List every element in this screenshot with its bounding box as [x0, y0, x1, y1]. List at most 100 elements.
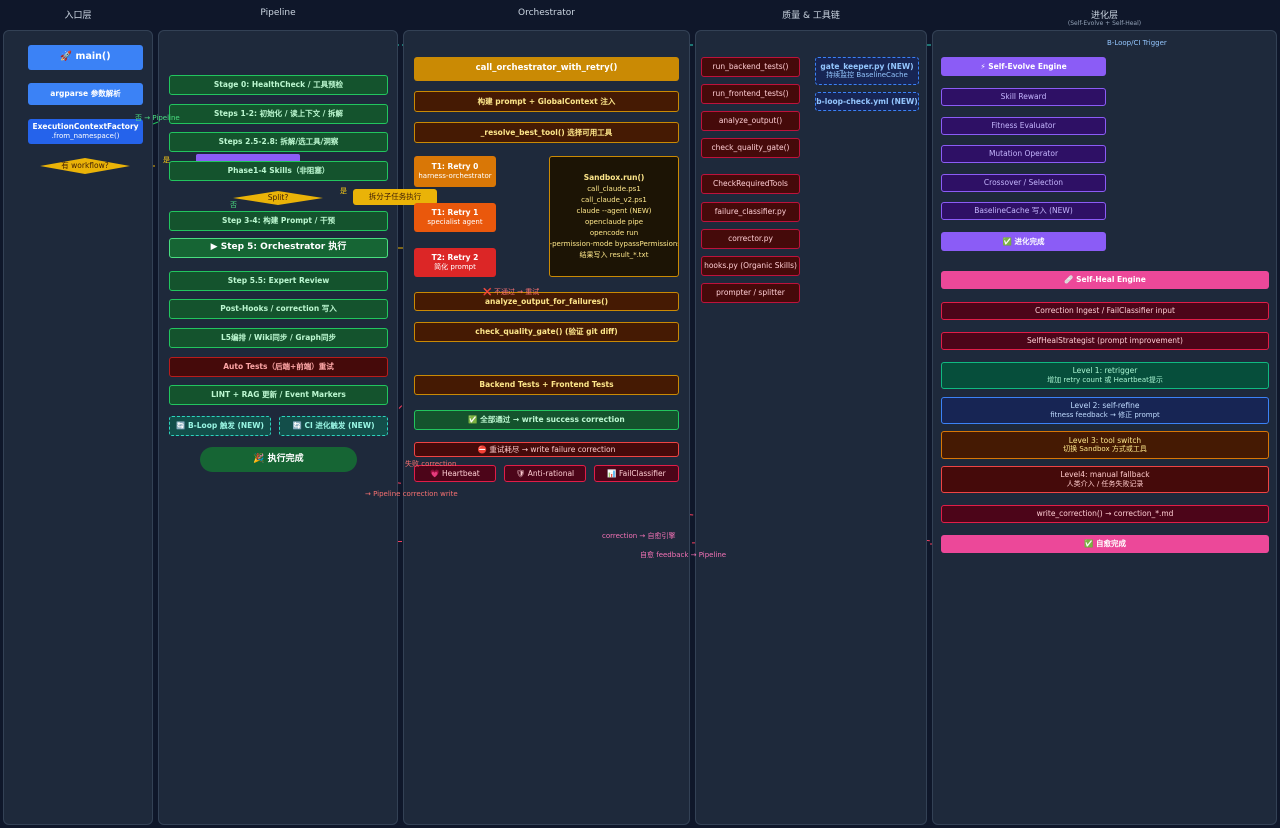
node-label: Step 5.5: Expert Review [227, 276, 330, 286]
node-label: b-loop-check.yml (NEW) [816, 96, 918, 106]
process-node: ⛔ 重试耗尽 → write failure correction [414, 442, 679, 457]
node-label: ▶ Step 5: Orchestrator 执行 [210, 242, 347, 253]
node-sublabel: fitness feedback → 修正 prompt [1050, 410, 1160, 419]
edge-label: 自愈 feedback → Pipeline [640, 551, 727, 559]
node-label: check_quality_gate() (验证 git diff) [475, 327, 618, 337]
process-node: Level4: manual fallback 人类介入 / 任务失败记录 [941, 466, 1269, 493]
process-node: check_quality_gate() [701, 138, 800, 158]
decision-node: Split? [233, 191, 323, 205]
lane [695, 30, 927, 825]
decision-node: 有 workflow? [40, 158, 130, 174]
edge-label: 失败 correction [405, 460, 457, 468]
node-sublabel: 增加 retry count 或 Heartbeat提示 [1047, 375, 1163, 384]
node-label: corrector.py [728, 234, 773, 244]
lane-subtitle: (Self-Evolve + Self-Heal) [1067, 20, 1142, 27]
node-label: T1: Retry 0 [431, 162, 479, 172]
node-label: Level4: manual fallback [1060, 470, 1150, 480]
node-label: Sandbox.run() [583, 172, 645, 182]
process-node: prompter / splitter [701, 283, 800, 303]
process-node: call_orchestrator_with_retry() [414, 57, 679, 81]
lane-title: 质量 & 工具链 [782, 11, 840, 21]
node-label: ExecutionContextFactory [32, 122, 139, 132]
process-node: Auto Tests（后端+前端）重试 [169, 357, 388, 377]
process-node: Level 1: retrigger 增加 retry count 或 Heart… [941, 362, 1269, 389]
node-label: Backend Tests + Frontend Tests [479, 380, 614, 390]
lane [3, 30, 153, 825]
process-node: Mutation Operator [941, 145, 1106, 163]
node-label: 🔄 B-Loop 触发 (NEW) [176, 421, 264, 431]
node-label: 🚀 main() [60, 51, 111, 63]
node-label: Stage 0: HealthCheck / 工具预检 [213, 80, 344, 90]
process-node: Steps 1-2: 初始化 / 读上下文 / 拆解 [169, 104, 388, 124]
process-node: ✅ 全部通过 → write success correction [414, 410, 679, 430]
node-label: Post-Hooks / correction 写入 [220, 304, 337, 314]
node-label: BaselineCache 写入 (NEW) [974, 206, 1073, 216]
process-node: LINT + RAG 更新 / Event Markers [169, 385, 388, 405]
process-node: ✅ 进化完成 [941, 232, 1106, 251]
process-node: Skill Reward [941, 88, 1106, 106]
node-line: 结果写入 result_*.txt [579, 251, 649, 260]
node-label: Phase1-4 Skills（非阻塞） [227, 166, 330, 176]
node-line: openclaude pipe [584, 217, 644, 226]
node-label: Level 1: retrigger [1072, 366, 1138, 376]
process-node: Fitness Evaluator [941, 117, 1106, 135]
node-line: call_claude_v2.ps1 [581, 195, 647, 204]
process-node: Step 3-4: 构建 Prompt / 干预 [169, 211, 388, 231]
node-label: 拆分子任务执行 [368, 192, 422, 202]
node-label: Split? [267, 193, 289, 203]
node-label: argparse 参数解析 [50, 89, 121, 99]
process-node: T2: Retry 2 简化 prompt [414, 248, 496, 277]
process-node: 🩹 Self-Heal Engine [941, 271, 1269, 289]
process-node: 📊 FailClassifier [594, 465, 679, 482]
process-node: 🎉 执行完成 [200, 447, 357, 472]
process-node: Correction Ingest / FailClassifier input [941, 302, 1269, 320]
process-node: Phase1-4 Skills（非阻塞） [169, 161, 388, 181]
node-label: 🎉 执行完成 [253, 453, 304, 464]
process-node: run_backend_tests() [701, 57, 800, 77]
process-node: ✅ 自愈完成 [941, 535, 1269, 553]
process-node: Crossover / Selection [941, 174, 1106, 192]
process-node: analyze_output_for_failures() [414, 292, 679, 311]
node-sublabel: 人类介入 / 任务失败记录 [1066, 479, 1144, 488]
node-label: Fitness Evaluator [991, 121, 1056, 131]
process-node: 🔄 B-Loop 触发 (NEW) [169, 416, 271, 436]
node-sublabel: harness-orchestrator [418, 171, 492, 180]
node-label: L5编排 / Wiki同步 / Graph同步 [221, 333, 336, 343]
node-label: ⚡ Self-Evolve Engine [980, 61, 1067, 71]
node-sublabel: 持续监控 BaselineCache [826, 71, 908, 80]
node-label: 📊 FailClassifier [607, 468, 666, 478]
process-node: failure_classifier.py [701, 202, 800, 222]
process-node: write_correction() → correction_*.md [941, 505, 1269, 523]
node-label: prompter / splitter [716, 288, 785, 298]
edge-label: correction → 自愈引擎 [602, 532, 676, 540]
node-label: T2: Retry 2 [431, 253, 479, 263]
process-node: ExecutionContextFactory .from_namespace() [28, 119, 143, 144]
edge-label: 否 → Pipeline [135, 114, 180, 122]
node-label: run_frontend_tests() [712, 89, 789, 99]
process-node: SelfHealStrategist (prompt improvement) [941, 332, 1269, 350]
process-node: hooks.py (Organic Skills) [701, 256, 800, 276]
process-node: _resolve_best_tool() 选择可用工具 [414, 122, 679, 143]
process-node: L5编排 / Wiki同步 / Graph同步 [169, 328, 388, 348]
process-node: BaselineCache 写入 (NEW) [941, 202, 1106, 220]
edge-label: 是 [340, 187, 347, 195]
node-line: call_claude.ps1 [587, 184, 641, 193]
process-node: analyze_output() [701, 111, 800, 131]
process-node: argparse 参数解析 [28, 83, 143, 105]
edge-label: B-Loop/CI Trigger [1107, 39, 1167, 47]
node-sublabel: .from_namespace() [51, 131, 120, 140]
node-sublabel: 简化 prompt [434, 262, 476, 271]
node-label: failure_classifier.py [714, 207, 787, 217]
node-label: Correction Ingest / FailClassifier input [1035, 306, 1175, 316]
node-label: call_orchestrator_with_retry() [475, 63, 618, 74]
node-label: 有 workflow? [61, 161, 109, 171]
process-node: gate_keeper.py (NEW) 持续监控 BaselineCache [815, 57, 919, 85]
process-node: ⚡ Self-Evolve Engine [941, 57, 1106, 76]
node-label: Level 2: self-refine [1070, 401, 1140, 411]
lane-title: Pipeline [260, 8, 296, 18]
node-label: 构建 prompt + GlobalContext 注入 [477, 96, 616, 106]
process-node: Backend Tests + Frontend Tests [414, 375, 679, 395]
node-sublabel: 切换 Sandbox 方式或工具 [1063, 445, 1147, 454]
node-label: ✅ 全部通过 → write success correction [468, 415, 625, 425]
process-node: run_frontend_tests() [701, 84, 800, 104]
